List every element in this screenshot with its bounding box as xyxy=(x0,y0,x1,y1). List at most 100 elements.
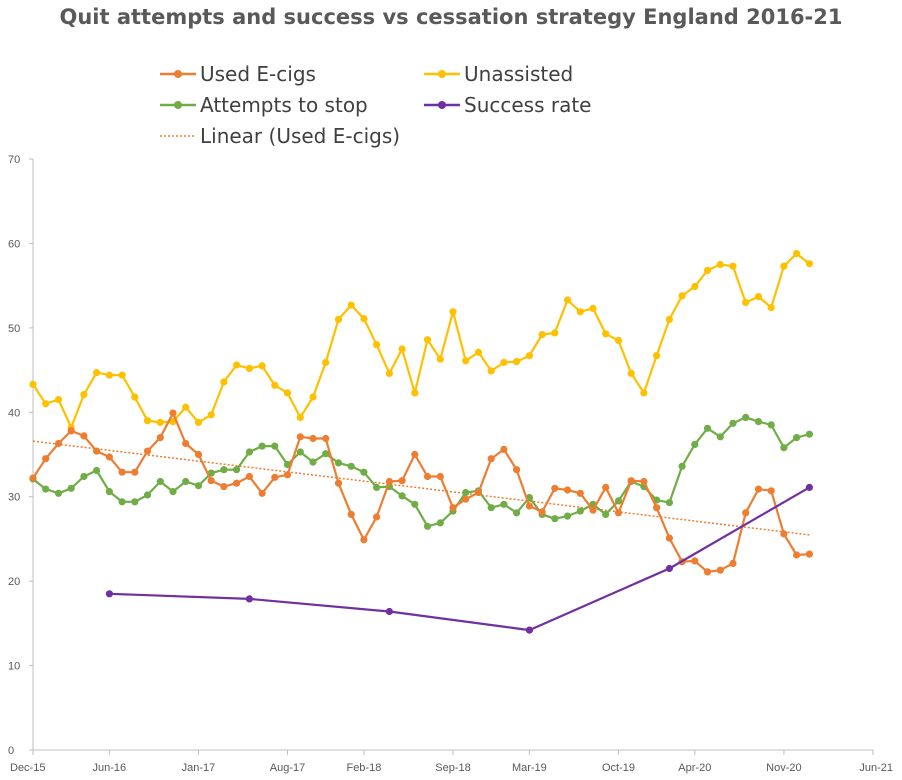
series-success xyxy=(105,483,814,634)
data-point-used-ecigs xyxy=(423,472,432,481)
data-point-used-ecigs xyxy=(347,510,355,518)
data-point-used-ecigs xyxy=(207,477,215,485)
data-point-unassisted xyxy=(182,403,190,411)
data-point-used-ecigs xyxy=(411,450,419,459)
data-point-used-ecigs xyxy=(716,566,724,574)
data-point-unassisted xyxy=(156,418,164,426)
x-tick-label: Nov-20 xyxy=(766,762,801,774)
data-point-unassisted xyxy=(143,417,152,425)
data-point-unassisted xyxy=(373,341,381,349)
x-tick-label: Oct-19 xyxy=(602,762,635,774)
data-point-used-ecigs xyxy=(500,445,508,453)
y-tick-label: 20 xyxy=(8,576,20,588)
x-tick-label: Jan-17 xyxy=(182,762,216,774)
series-unassisted xyxy=(29,250,814,432)
data-point-used-ecigs xyxy=(131,468,139,476)
data-point-attempts xyxy=(220,466,228,474)
data-point-unassisted xyxy=(194,418,203,426)
data-point-used-ecigs xyxy=(245,472,253,481)
data-point-unassisted xyxy=(742,298,750,307)
data-point-attempts xyxy=(614,497,623,505)
data-point-used-ecigs xyxy=(436,472,444,481)
data-point-attempts xyxy=(716,433,724,441)
data-point-attempts xyxy=(513,509,521,517)
data-point-attempts xyxy=(42,485,50,493)
data-point-attempts xyxy=(551,515,559,523)
data-point-unassisted xyxy=(627,369,635,377)
data-point-used-ecigs xyxy=(93,447,101,455)
legend: Used E-cigs Unassisted Attempts to stop … xyxy=(160,62,592,148)
legend-label-used-ecigs: Used E-cigs xyxy=(200,62,316,86)
data-point-unassisted xyxy=(716,260,724,269)
data-point-unassisted xyxy=(487,367,495,375)
data-point-attempts xyxy=(754,418,763,426)
data-point-unassisted xyxy=(296,413,304,421)
data-point-unassisted xyxy=(780,262,788,270)
data-point-attempts xyxy=(93,466,101,475)
y-tick-label: 70 xyxy=(8,154,20,166)
y-tick-label: 60 xyxy=(8,238,20,250)
legend-item-attempts: Attempts to stop xyxy=(160,93,368,117)
data-point-attempts xyxy=(423,522,432,530)
data-point-unassisted xyxy=(805,260,814,268)
data-point-used-ecigs xyxy=(322,434,330,443)
data-point-attempts xyxy=(767,421,775,429)
data-point-used-ecigs xyxy=(538,508,546,516)
data-point-unassisted xyxy=(105,371,113,379)
series-line-used-ecigs xyxy=(32,412,810,574)
data-point-attempts xyxy=(360,468,368,476)
data-point-used-ecigs xyxy=(525,502,534,510)
legend-item-used-ecigs: Used E-cigs xyxy=(160,62,316,86)
data-point-used-ecigs xyxy=(283,471,292,479)
data-point-unassisted xyxy=(474,348,483,356)
data-point-unassisted xyxy=(29,380,37,388)
data-point-used-ecigs xyxy=(105,453,113,461)
data-point-used-ecigs xyxy=(334,479,343,487)
x-tick-label: Apr-20 xyxy=(678,762,711,774)
data-point-used-ecigs xyxy=(449,504,457,512)
series-line-attempts xyxy=(32,416,810,528)
data-point-unassisted xyxy=(589,304,597,312)
data-point-unassisted xyxy=(513,358,521,366)
data-point-used-ecigs xyxy=(309,434,317,443)
data-point-unassisted xyxy=(614,336,623,345)
chart-title: Quit attempts and success vs cessation s… xyxy=(59,5,842,29)
data-point-used-ecigs xyxy=(691,557,699,565)
data-point-used-ecigs xyxy=(67,427,75,435)
data-point-attempts xyxy=(398,492,406,500)
data-point-used-ecigs xyxy=(462,495,470,503)
data-point-unassisted xyxy=(258,362,266,370)
data-point-attempts xyxy=(563,512,572,520)
x-tick-label: Sep-18 xyxy=(435,762,470,774)
data-point-success xyxy=(805,483,814,491)
legend-item-unassisted: Unassisted xyxy=(424,62,573,86)
data-point-unassisted xyxy=(233,361,241,369)
data-point-unassisted xyxy=(54,396,63,404)
data-point-unassisted xyxy=(220,378,228,386)
data-point-attempts xyxy=(347,462,355,470)
data-point-used-ecigs xyxy=(729,559,737,568)
data-point-unassisted xyxy=(80,391,88,399)
data-point-used-ecigs xyxy=(143,447,152,455)
data-point-used-ecigs xyxy=(576,489,584,497)
data-point-attempts xyxy=(271,442,279,450)
data-point-unassisted xyxy=(551,329,559,337)
data-point-unassisted xyxy=(703,266,712,274)
data-point-used-ecigs xyxy=(754,485,763,493)
data-point-attempts xyxy=(194,482,203,490)
data-point-attempts xyxy=(703,424,712,432)
data-point-used-ecigs xyxy=(360,536,368,544)
data-point-unassisted xyxy=(576,308,584,316)
data-point-unassisted xyxy=(678,292,686,300)
data-point-unassisted xyxy=(729,262,737,270)
data-point-unassisted xyxy=(131,393,139,401)
data-point-attempts xyxy=(691,440,699,448)
data-point-unassisted xyxy=(360,315,368,323)
data-point-attempts xyxy=(462,488,470,497)
data-point-used-ecigs xyxy=(296,433,304,441)
data-point-unassisted xyxy=(322,358,330,367)
data-point-attempts xyxy=(411,500,419,508)
trendline-layer xyxy=(32,440,810,536)
series-used-ecigs xyxy=(29,409,814,576)
data-point-attempts xyxy=(182,477,190,486)
